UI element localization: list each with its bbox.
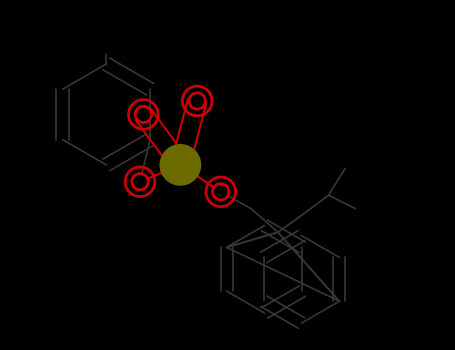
Circle shape xyxy=(160,145,201,185)
Circle shape xyxy=(132,174,148,190)
Circle shape xyxy=(135,106,152,122)
Circle shape xyxy=(212,184,229,200)
Circle shape xyxy=(189,93,205,109)
